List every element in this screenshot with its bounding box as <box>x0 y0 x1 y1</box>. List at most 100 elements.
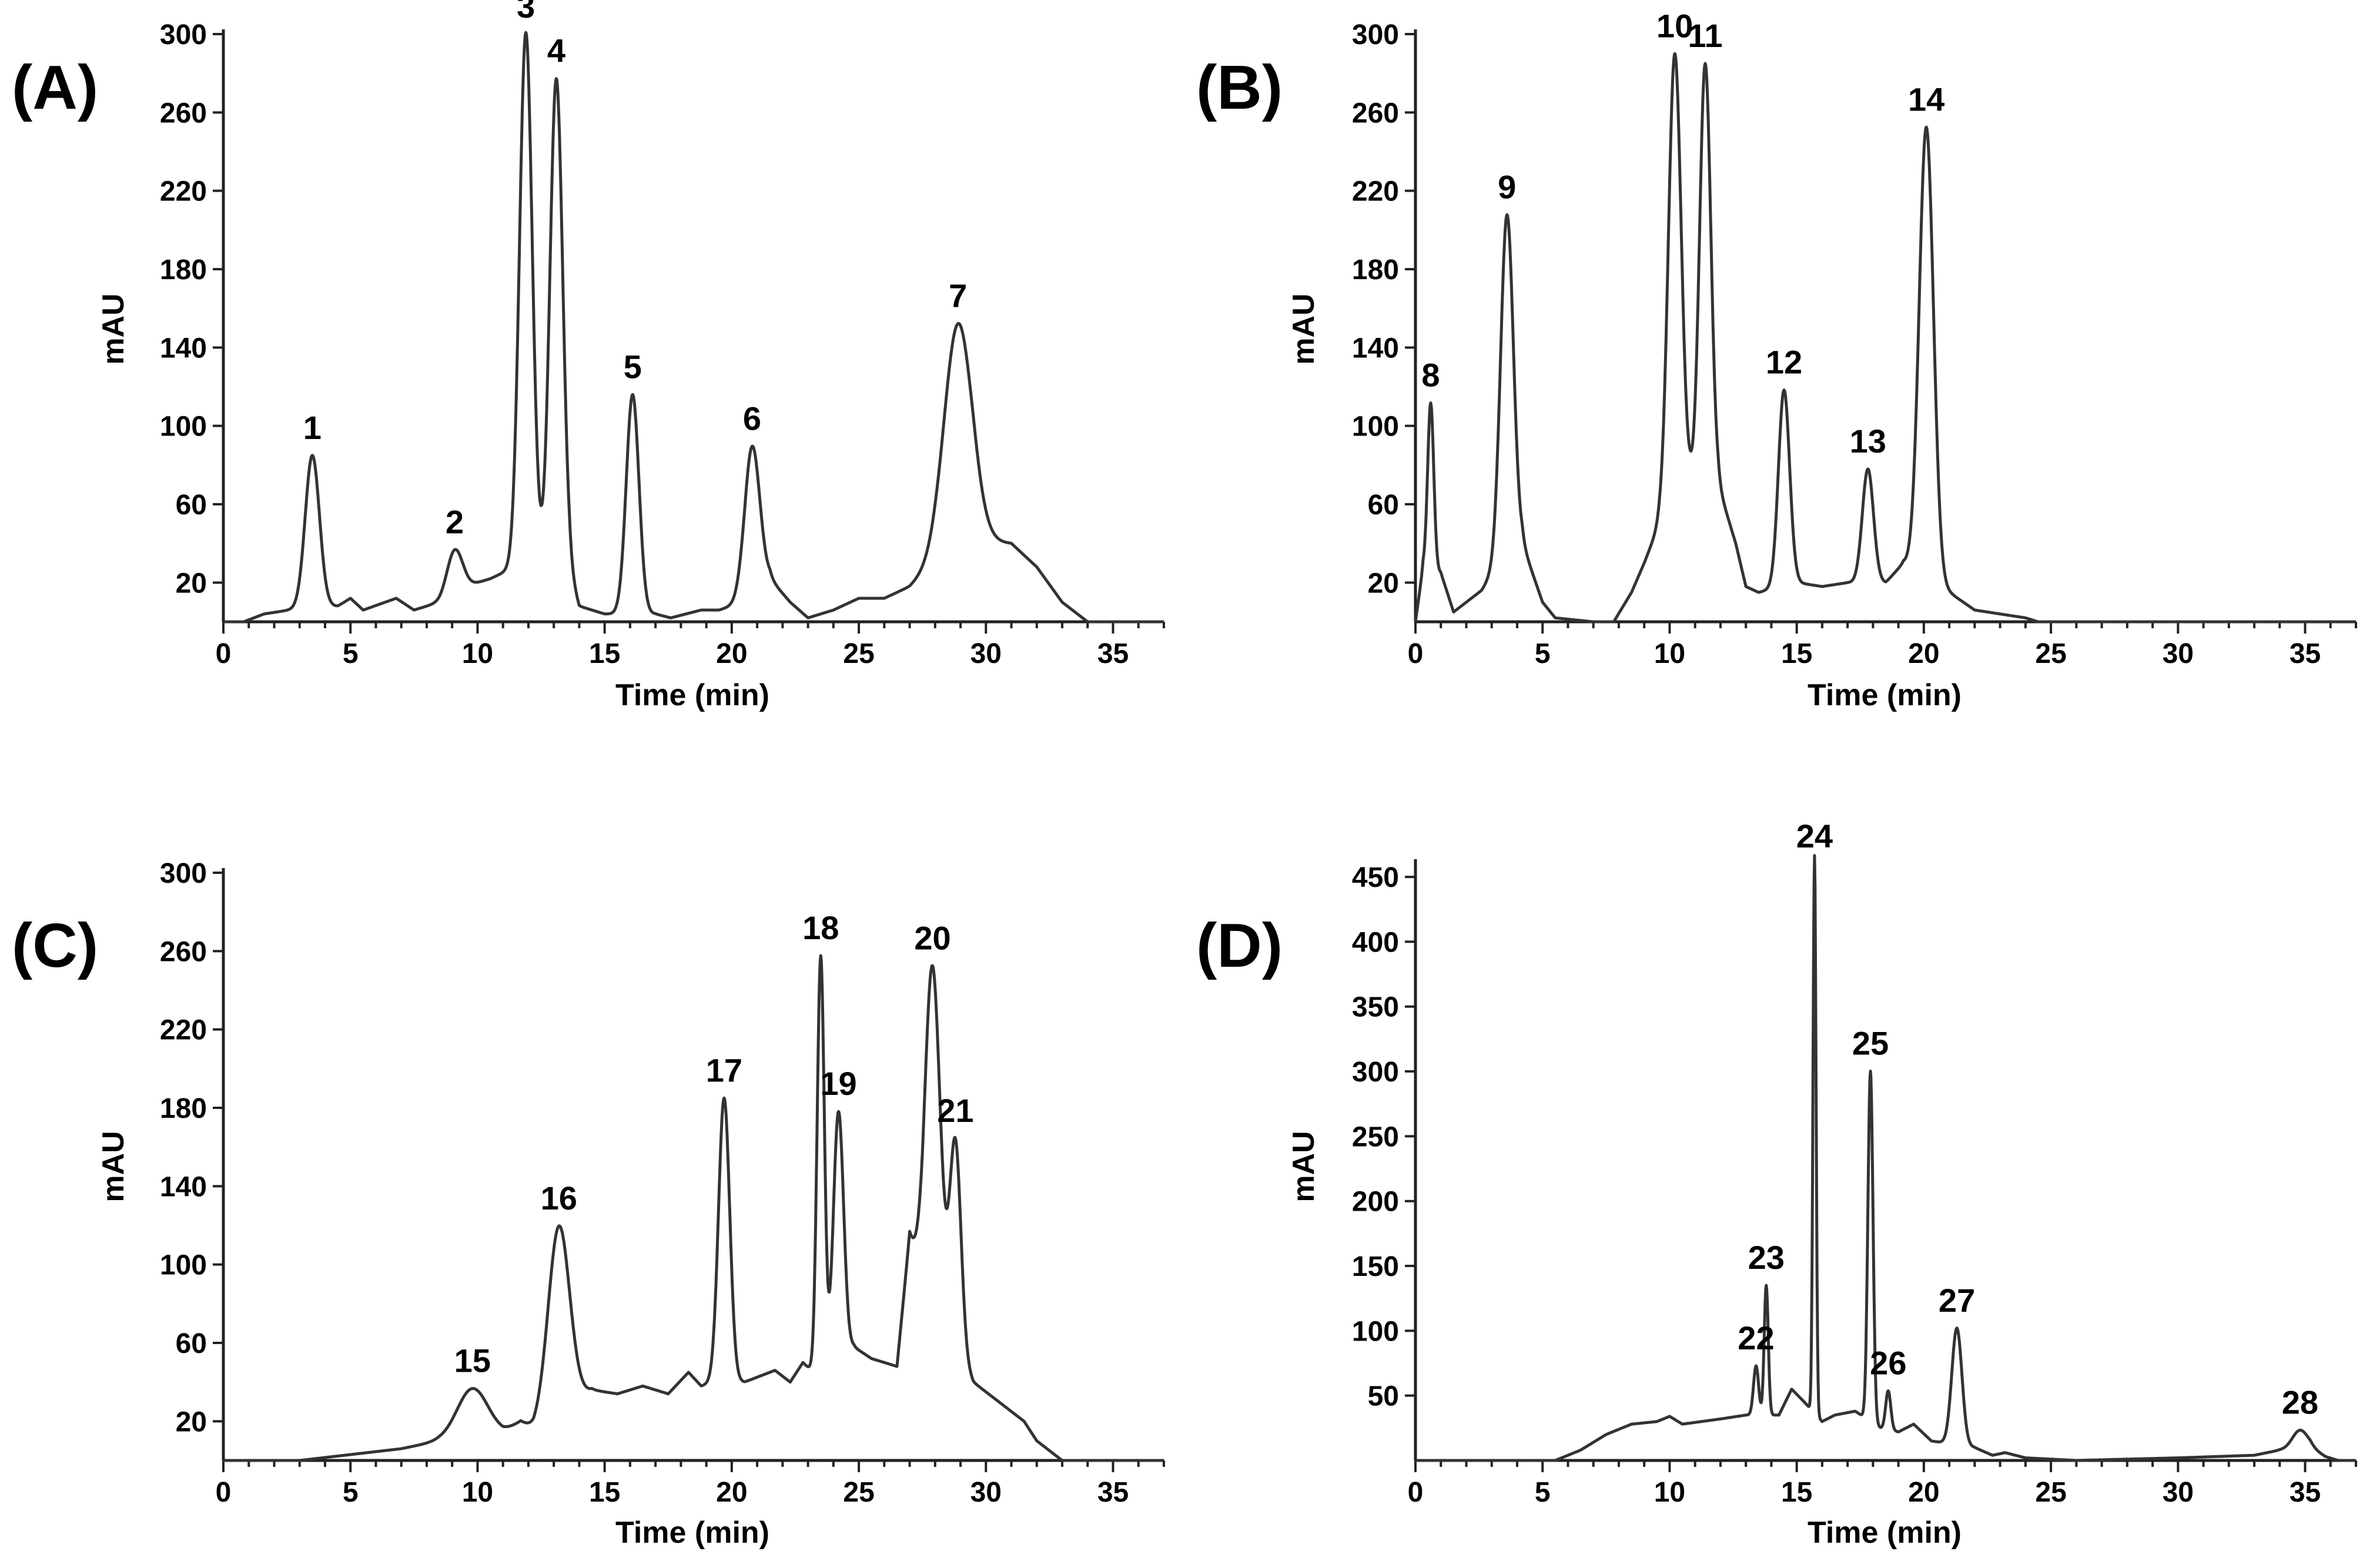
y-tick-label: 350 <box>1352 992 1399 1023</box>
y-tick-label: 180 <box>1352 254 1399 286</box>
chromatogram-trace <box>1414 854 2357 1462</box>
y-tick-label: 450 <box>1352 862 1399 893</box>
y-tick-label: 220 <box>160 1015 207 1046</box>
x-tick-label: 30 <box>970 1477 1002 1508</box>
y-tick-label: 100 <box>160 411 207 443</box>
peak-label-12: 12 <box>1766 344 1802 381</box>
peak-label-13: 13 <box>1850 423 1886 460</box>
peak-label-26: 26 <box>1870 1344 1906 1381</box>
y-tick-label: 140 <box>1352 333 1399 364</box>
peak-label-28: 28 <box>2282 1384 2318 1421</box>
panel-label: (D) <box>1196 911 1283 980</box>
x-axis-title: Time (min) <box>615 1516 769 1550</box>
y-tick-label: 60 <box>1368 490 1399 521</box>
chart-panel-b: (B) 0 5 10 15 20 25 30 35 20 60 100 140 180 220 260 300 T… <box>1196 7 2357 712</box>
chromatogram-trace <box>222 954 1164 1462</box>
x-tick-label: 35 <box>2290 1477 2321 1508</box>
peak-label-6: 6 <box>743 400 761 437</box>
peak-label-19: 19 <box>820 1065 856 1102</box>
panel-label: (B) <box>1196 53 1283 122</box>
y-tick-label: 100 <box>1352 411 1399 443</box>
peak-label-21: 21 <box>937 1092 973 1129</box>
x-axis-title: Time (min) <box>1808 1516 1962 1550</box>
y-tick-label: 220 <box>160 176 207 207</box>
y-axis-title: mAU <box>96 1131 130 1202</box>
y-tick-label: 20 <box>1368 568 1399 599</box>
peak-label-25: 25 <box>1852 1025 1889 1062</box>
y-tick-label: 260 <box>160 98 207 129</box>
chromatogram-trace <box>1414 52 2357 624</box>
chromatogram-trace <box>222 31 1164 624</box>
y-tick-label: 260 <box>1352 98 1399 129</box>
panel-label: (C) <box>12 911 98 980</box>
x-tick-label: 15 <box>589 1477 620 1508</box>
y-tick-label: 60 <box>176 490 207 521</box>
x-tick-label: 5 <box>1535 638 1551 669</box>
x-tick-label: 10 <box>1654 638 1685 669</box>
x-tick-label: 20 <box>1908 1477 1939 1508</box>
x-tick-label: 10 <box>462 638 493 669</box>
y-axis-title: mAU <box>1287 293 1321 364</box>
peak-label-5: 5 <box>624 348 642 385</box>
y-tick-label: 100 <box>160 1250 207 1281</box>
x-tick-label: 5 <box>343 1477 359 1508</box>
y-tick-label: 200 <box>1352 1187 1399 1218</box>
peak-label-7: 7 <box>949 277 967 314</box>
x-tick-label: 25 <box>843 1477 874 1508</box>
peak-label-14: 14 <box>1908 81 1944 118</box>
x-tick-label: 30 <box>970 638 1002 669</box>
peak-label-15: 15 <box>454 1342 491 1379</box>
y-axis-title: mAU <box>96 293 130 364</box>
x-tick-label: 0 <box>216 638 232 669</box>
x-tick-label: 0 <box>1408 638 1424 669</box>
y-tick-label: 180 <box>160 254 207 286</box>
peak-label-16: 16 <box>541 1180 577 1217</box>
y-tick-label: 260 <box>160 936 207 967</box>
y-tick-label: 50 <box>1368 1381 1399 1412</box>
peak-label-8: 8 <box>1421 357 1440 394</box>
x-tick-label: 15 <box>589 638 620 669</box>
x-tick-label: 20 <box>716 1477 747 1508</box>
chart-panel-c: (C) 0 5 10 15 20 25 30 35 20 60 100 140 180 220 260 300 T… <box>12 858 1165 1550</box>
y-tick-label: 300 <box>160 19 207 51</box>
x-tick-label: 35 <box>2290 638 2321 669</box>
y-tick-label: 180 <box>160 1093 207 1124</box>
y-tick-label: 150 <box>1352 1251 1399 1282</box>
panel-label: (A) <box>12 53 98 122</box>
x-axis-title: Time (min) <box>1808 678 1962 712</box>
y-tick-label: 300 <box>160 858 207 889</box>
peak-label-1: 1 <box>303 409 322 446</box>
peak-label-22: 22 <box>1738 1319 1774 1356</box>
peak-label-10: 10 <box>1656 7 1693 44</box>
y-tick-label: 300 <box>1352 1057 1399 1088</box>
y-tick-label: 220 <box>1352 176 1399 207</box>
x-tick-label: 35 <box>1097 638 1129 669</box>
x-tick-label: 0 <box>216 1477 232 1508</box>
x-tick-label: 20 <box>1908 638 1939 669</box>
x-tick-label: 15 <box>1781 638 1812 669</box>
x-tick-label: 30 <box>2163 638 2194 669</box>
peak-label-4: 4 <box>547 32 565 69</box>
peak-label-23: 23 <box>1748 1239 1785 1276</box>
y-tick-label: 250 <box>1352 1121 1399 1152</box>
x-tick-label: 30 <box>2163 1477 2194 1508</box>
peak-label-11: 11 <box>1688 17 1722 54</box>
peak-label-17: 17 <box>706 1051 742 1088</box>
x-tick-label: 20 <box>716 638 747 669</box>
x-tick-label: 5 <box>1535 1477 1551 1508</box>
peak-label-9: 9 <box>1498 168 1516 205</box>
chart-panel-a: (A)0 5 10 15 20 25 30 352060100140180220260300T… <box>12 0 1165 712</box>
y-tick-label: 400 <box>1352 927 1399 958</box>
x-tick-label: 10 <box>462 1477 493 1508</box>
y-tick-label: 20 <box>176 1406 207 1438</box>
y-tick-label: 20 <box>176 568 207 599</box>
y-tick-label: 60 <box>176 1328 207 1359</box>
x-tick-label: 25 <box>2035 638 2066 669</box>
x-tick-label: 25 <box>2035 1477 2066 1508</box>
x-tick-label: 0 <box>1408 1477 1424 1508</box>
x-tick-label: 15 <box>1781 1477 1812 1508</box>
x-tick-label: 5 <box>343 638 359 669</box>
y-axis-title: mAU <box>1287 1131 1321 1202</box>
peak-label-2: 2 <box>446 503 464 540</box>
